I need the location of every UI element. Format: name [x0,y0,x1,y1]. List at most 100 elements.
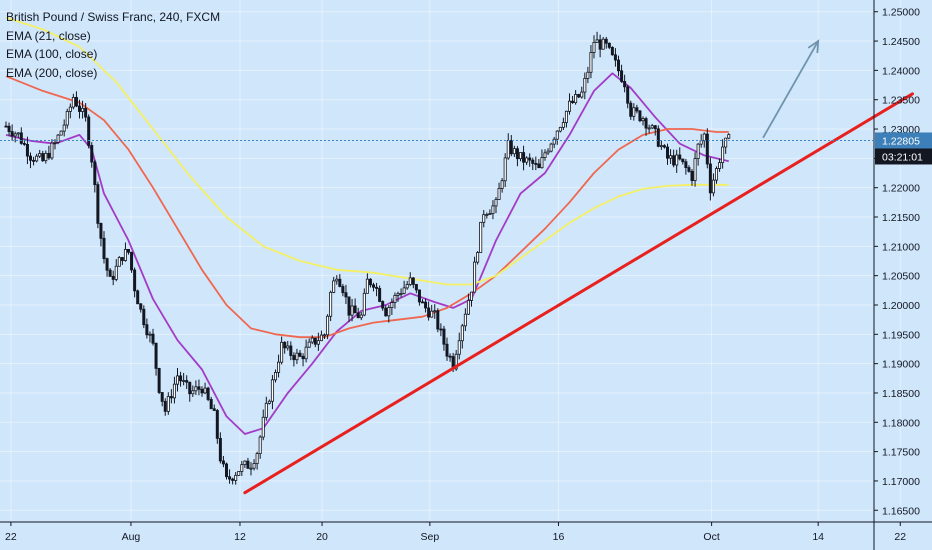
x-tick-label: Oct [703,531,719,543]
candle-body [574,94,578,104]
candle-body [267,400,271,404]
candle-body [601,38,605,50]
candle-body [99,222,103,239]
last-price-badge [875,132,932,149]
x-tick-label: 20 [316,531,328,543]
candle-body [81,107,85,112]
candle-body [145,324,149,336]
candle-body [687,167,691,172]
candle-body [344,292,348,298]
candle-body [292,355,296,361]
candle-body [561,122,565,128]
drawings[interactable] [243,39,914,495]
candle-body [678,154,682,160]
candle-body [127,249,131,253]
candle-body [368,278,372,286]
candle-body [531,159,535,164]
candle-body [120,257,124,261]
candle-body [644,118,648,129]
candle-body [396,293,400,296]
candle-body [705,133,709,165]
candle-body [335,278,339,282]
candle-body [108,269,112,277]
candle-body [35,155,39,162]
candle-body [473,261,477,293]
candle-body [142,308,146,326]
candle-body [114,265,118,280]
ema-200-line [5,16,729,286]
legend-ema-100[interactable]: EMA (100, close) [6,47,98,61]
legend-ema-200[interactable]: EMA (200, close) [6,65,98,80]
candle-body [488,213,492,215]
candle-body [166,396,170,412]
candle-body [215,410,219,439]
candle-body [246,460,250,469]
y-tick-label: 1.16500 [882,505,920,517]
candle-body [476,252,480,263]
candle-body [56,134,60,143]
candle-body [503,157,507,182]
candle-body [139,303,143,310]
candle-body [270,379,274,402]
candle-body [666,146,670,159]
candle-body [252,463,256,469]
candle-body [123,249,127,261]
candle-body [497,188,501,200]
candle-body [228,476,232,480]
candle-body [185,380,189,383]
candle-body [50,142,54,159]
candle-body [620,70,624,82]
candle-body [16,132,20,135]
candle-body [711,179,715,194]
candle-body [393,295,397,303]
candle-body [424,301,428,309]
candle-body [237,470,241,476]
candle-body [111,276,115,280]
candle-body [549,143,553,152]
candle-body [528,157,532,161]
candle-body [136,290,140,305]
candle-body [298,352,302,357]
candle-body [405,284,409,289]
candle-body [540,157,544,169]
candle-body [592,41,596,53]
candle-body [350,305,354,316]
candle-body [371,284,375,288]
candle-body [206,387,210,400]
arrow-up[interactable] [762,40,819,139]
candle-body [623,81,627,88]
candle-body [200,388,204,394]
candle-body [448,355,452,358]
candle-body [68,106,72,112]
candle-body [436,310,440,330]
candle-body [25,143,29,157]
y-tick-label: 1.18000 [882,417,920,429]
x-tick-label: 14 [812,531,824,543]
candle-body [546,150,550,154]
candle-body [727,134,731,139]
candle-body [87,116,91,146]
legend-ema-21[interactable]: EMA (21, close) [6,28,91,43]
trendline-support[interactable] [243,92,914,495]
candle-body [117,257,121,267]
candle-body [105,258,109,271]
candle-body [258,436,262,455]
y-tick-label: 1.22000 [882,183,920,195]
candle-body [310,337,314,343]
candle-body [353,305,357,314]
legend-symbol[interactable]: British Pound / Swiss Franc, 240, FXCM [6,10,221,24]
candle-body [194,386,198,392]
candle-body [519,152,523,160]
candle-body [212,408,216,411]
candle-body [402,287,406,294]
candle-body [295,352,299,361]
candle-body [307,341,311,348]
candle-body [653,125,657,130]
candle-body [231,478,235,481]
candle-body [522,152,526,163]
candle-body [273,371,277,381]
candle-body [93,161,97,186]
ema-100-line [5,75,729,339]
